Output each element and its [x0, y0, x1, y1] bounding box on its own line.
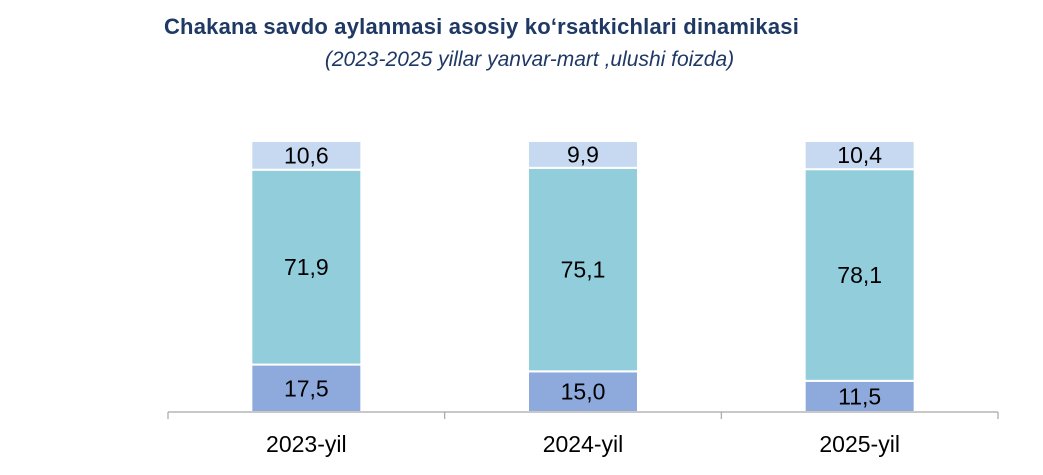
data-label: 10,4 — [837, 142, 882, 168]
category-label: 2024-yil — [543, 431, 624, 457]
data-label: 10,6 — [284, 142, 329, 168]
bar-segment — [250, 168, 363, 366]
data-label: 15,0 — [561, 379, 606, 405]
category-label: 2023-yil — [266, 431, 347, 457]
bar-segment — [527, 166, 639, 373]
data-label: 9,9 — [567, 141, 599, 167]
category-label: 2025-yil — [819, 431, 900, 457]
data-label: 75,1 — [561, 257, 606, 283]
bar-segment — [803, 140, 916, 171]
data-label: 17,5 — [284, 375, 329, 401]
data-label: 78,1 — [837, 262, 882, 288]
data-label: 11,5 — [838, 383, 881, 409]
chart-title: Chakana savdo aylanmasi asosiy ko‘rsatki… — [163, 14, 800, 39]
x-axis — [167, 411, 999, 419]
chart-subtitle: (2023-2025 yillar yanvar-mart ,ulushi fo… — [324, 48, 735, 71]
category-labels: 2023-yil 2024-yil 2025-yil — [266, 431, 900, 457]
data-label: 71,9 — [284, 254, 329, 280]
bar-segment — [250, 140, 363, 171]
bar-segment — [527, 140, 639, 169]
bars-group: 17,5 71,9 10,6 15,0 75,1 9,9 11,5 78,1 10,4 — [250, 140, 916, 414]
